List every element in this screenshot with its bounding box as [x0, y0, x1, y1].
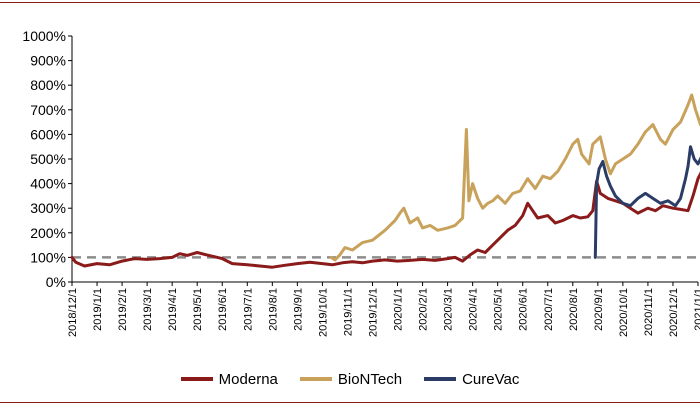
legend: Moderna BioNTech CureVac: [0, 368, 700, 390]
legend-item-biontech: BioNTech: [299, 370, 403, 388]
legend-swatch-curevac: [424, 377, 457, 381]
x-tick-label: 2020/5/1: [493, 288, 505, 331]
y-tick-label: 200%: [30, 225, 66, 241]
x-tick-label: 2020/12/1: [668, 288, 680, 337]
y-tick-label: 900%: [30, 53, 66, 69]
x-tick-label: 2019/5/1: [192, 288, 204, 331]
legend-swatch-biontech: [299, 377, 332, 381]
y-tick-label: 700%: [30, 102, 66, 118]
series-layer: [70, 93, 700, 269]
x-axis: 2018/12/1 2019/1/1 2019/2/1 2019/3/1 2019/4/…: [67, 281, 700, 337]
x-tick-label: 2019/9/1: [292, 288, 304, 331]
x-tick-label: 2019/4/1: [167, 288, 179, 331]
series-line-moderna: [70, 171, 700, 269]
x-tick-label: 2019/8/1: [267, 288, 279, 331]
y-tick-label: 600%: [30, 126, 66, 142]
y-tick-label: 400%: [30, 176, 66, 192]
bottom-border: [0, 402, 700, 403]
x-tick-label: 2020/9/1: [593, 288, 605, 331]
y-axis: 0% 100% 200% 300% 400% 500% 600% 700% 800% 900% 10…: [22, 28, 73, 290]
legend-label-biontech: BioNTech: [337, 370, 403, 388]
x-tick-label: 2019/10/1: [317, 288, 329, 337]
series-line-biontech: [329, 93, 700, 262]
legend-item-curevac: CureVac: [424, 371, 519, 388]
x-tick-label: 2019/6/1: [217, 288, 229, 331]
x-tick-label: 2020/2/1: [418, 288, 430, 331]
x-tick-label: 2020/1/1: [393, 288, 405, 331]
x-tick-label: 2019/1/1: [92, 288, 104, 331]
x-tick-label: 2020/10/1: [618, 288, 630, 337]
y-tick-label: 500%: [30, 151, 66, 167]
top-border: [0, 2, 700, 3]
x-tick-label: 2020/7/1: [543, 288, 555, 331]
x-tick-label: 2020/6/1: [518, 288, 530, 331]
x-tick-label: 2019/2/1: [117, 288, 129, 331]
y-tick-label: 100%: [30, 249, 66, 265]
y-tick-label: 300%: [30, 200, 66, 216]
y-tick-label: 800%: [30, 77, 66, 93]
x-tick-label: 2020/11/1: [643, 288, 655, 336]
x-tick-label: 2018/12/1: [67, 288, 79, 337]
y-tick-label: 0%: [46, 274, 66, 290]
x-tick-label: 2019/12/1: [367, 288, 379, 337]
series-line-curevac: [593, 145, 700, 259]
x-tick-label: 2019/11/1: [342, 288, 354, 336]
legend-label-moderna: Moderna: [218, 370, 278, 388]
legend-label-curevac: CureVac: [462, 370, 520, 388]
x-tick-label: 2019/3/1: [142, 288, 154, 331]
legend-swatch-moderna: [180, 377, 213, 381]
x-tick-label: 2019/7/1: [242, 288, 254, 331]
y-tick-label: 1000%: [22, 28, 66, 44]
x-tick-label: 2020/4/1: [468, 288, 480, 331]
legend-item-moderna: Moderna: [180, 370, 278, 388]
x-tick-label: 2020/3/1: [443, 288, 455, 331]
x-tick-label: 2020/8/1: [568, 288, 580, 331]
x-tick-label: 2021/1/1: [693, 288, 700, 331]
